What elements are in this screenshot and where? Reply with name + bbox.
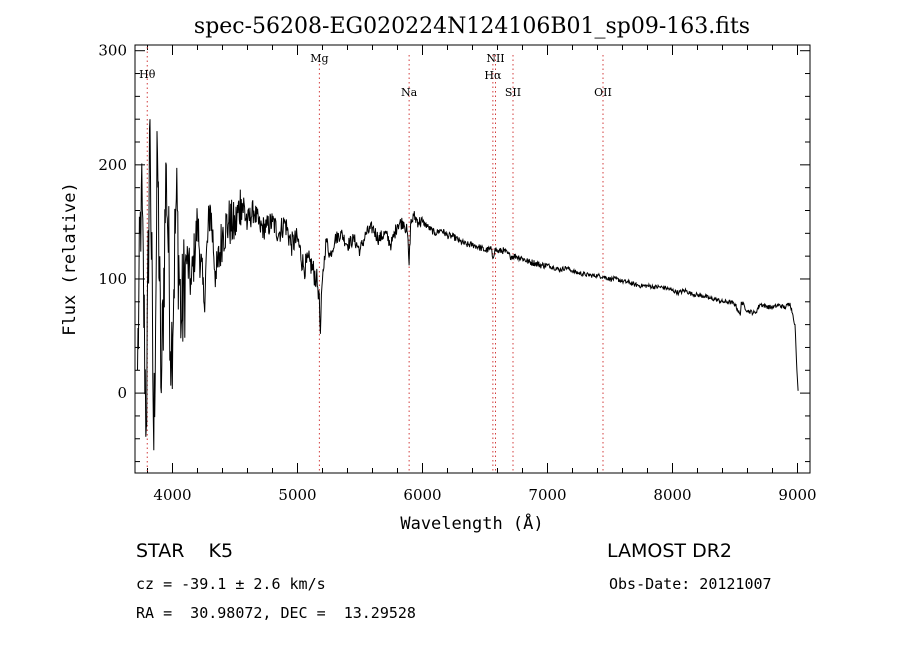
y-tick-label: 300 [98,42,127,60]
line-label: Mg [310,52,328,65]
y-tick-labels: 0 100 200 300 [98,42,127,402]
redshift-cz: cz = -39.1 ± 2.6 km/s [136,575,326,593]
y-tick-label: 100 [98,270,127,288]
chart-title: spec-56208-EG020224N124106B01_sp09-163.f… [194,14,750,39]
x-tick-label: 6000 [403,486,441,504]
y-axis-label: Flux (relative) [60,182,80,336]
y-tick-label: 0 [117,384,127,402]
x-tick-labels: 4000 5000 6000 7000 8000 9000 [153,486,816,504]
y-tick-label: 200 [98,156,127,174]
line-label: Hα [484,69,502,82]
ra-dec: RA = 30.98072, DEC = 13.29528 [136,604,416,622]
x-axis-label: Wavelength (Å) [400,512,543,534]
x-tick-label: 8000 [653,486,691,504]
x-tick-label: 9000 [778,486,816,504]
x-tick-label: 7000 [528,486,566,504]
object-class: STAR K5 [136,540,234,562]
obs-date: Obs-Date: 20121007 [609,575,772,593]
survey-name: LAMOST DR2 [607,540,732,562]
line-label: SII [505,86,521,99]
x-tick-label: 4000 [153,486,191,504]
x-tick-label: 5000 [278,486,316,504]
spectrum-line [137,119,799,451]
axis-ticks [135,45,810,473]
line-label: OII [594,86,612,99]
line-label: NII [486,52,504,65]
emission-line-markers [146,47,604,471]
line-label: Hθ [139,68,156,81]
plot-frame [134,44,811,474]
line-label: Na [401,86,418,99]
